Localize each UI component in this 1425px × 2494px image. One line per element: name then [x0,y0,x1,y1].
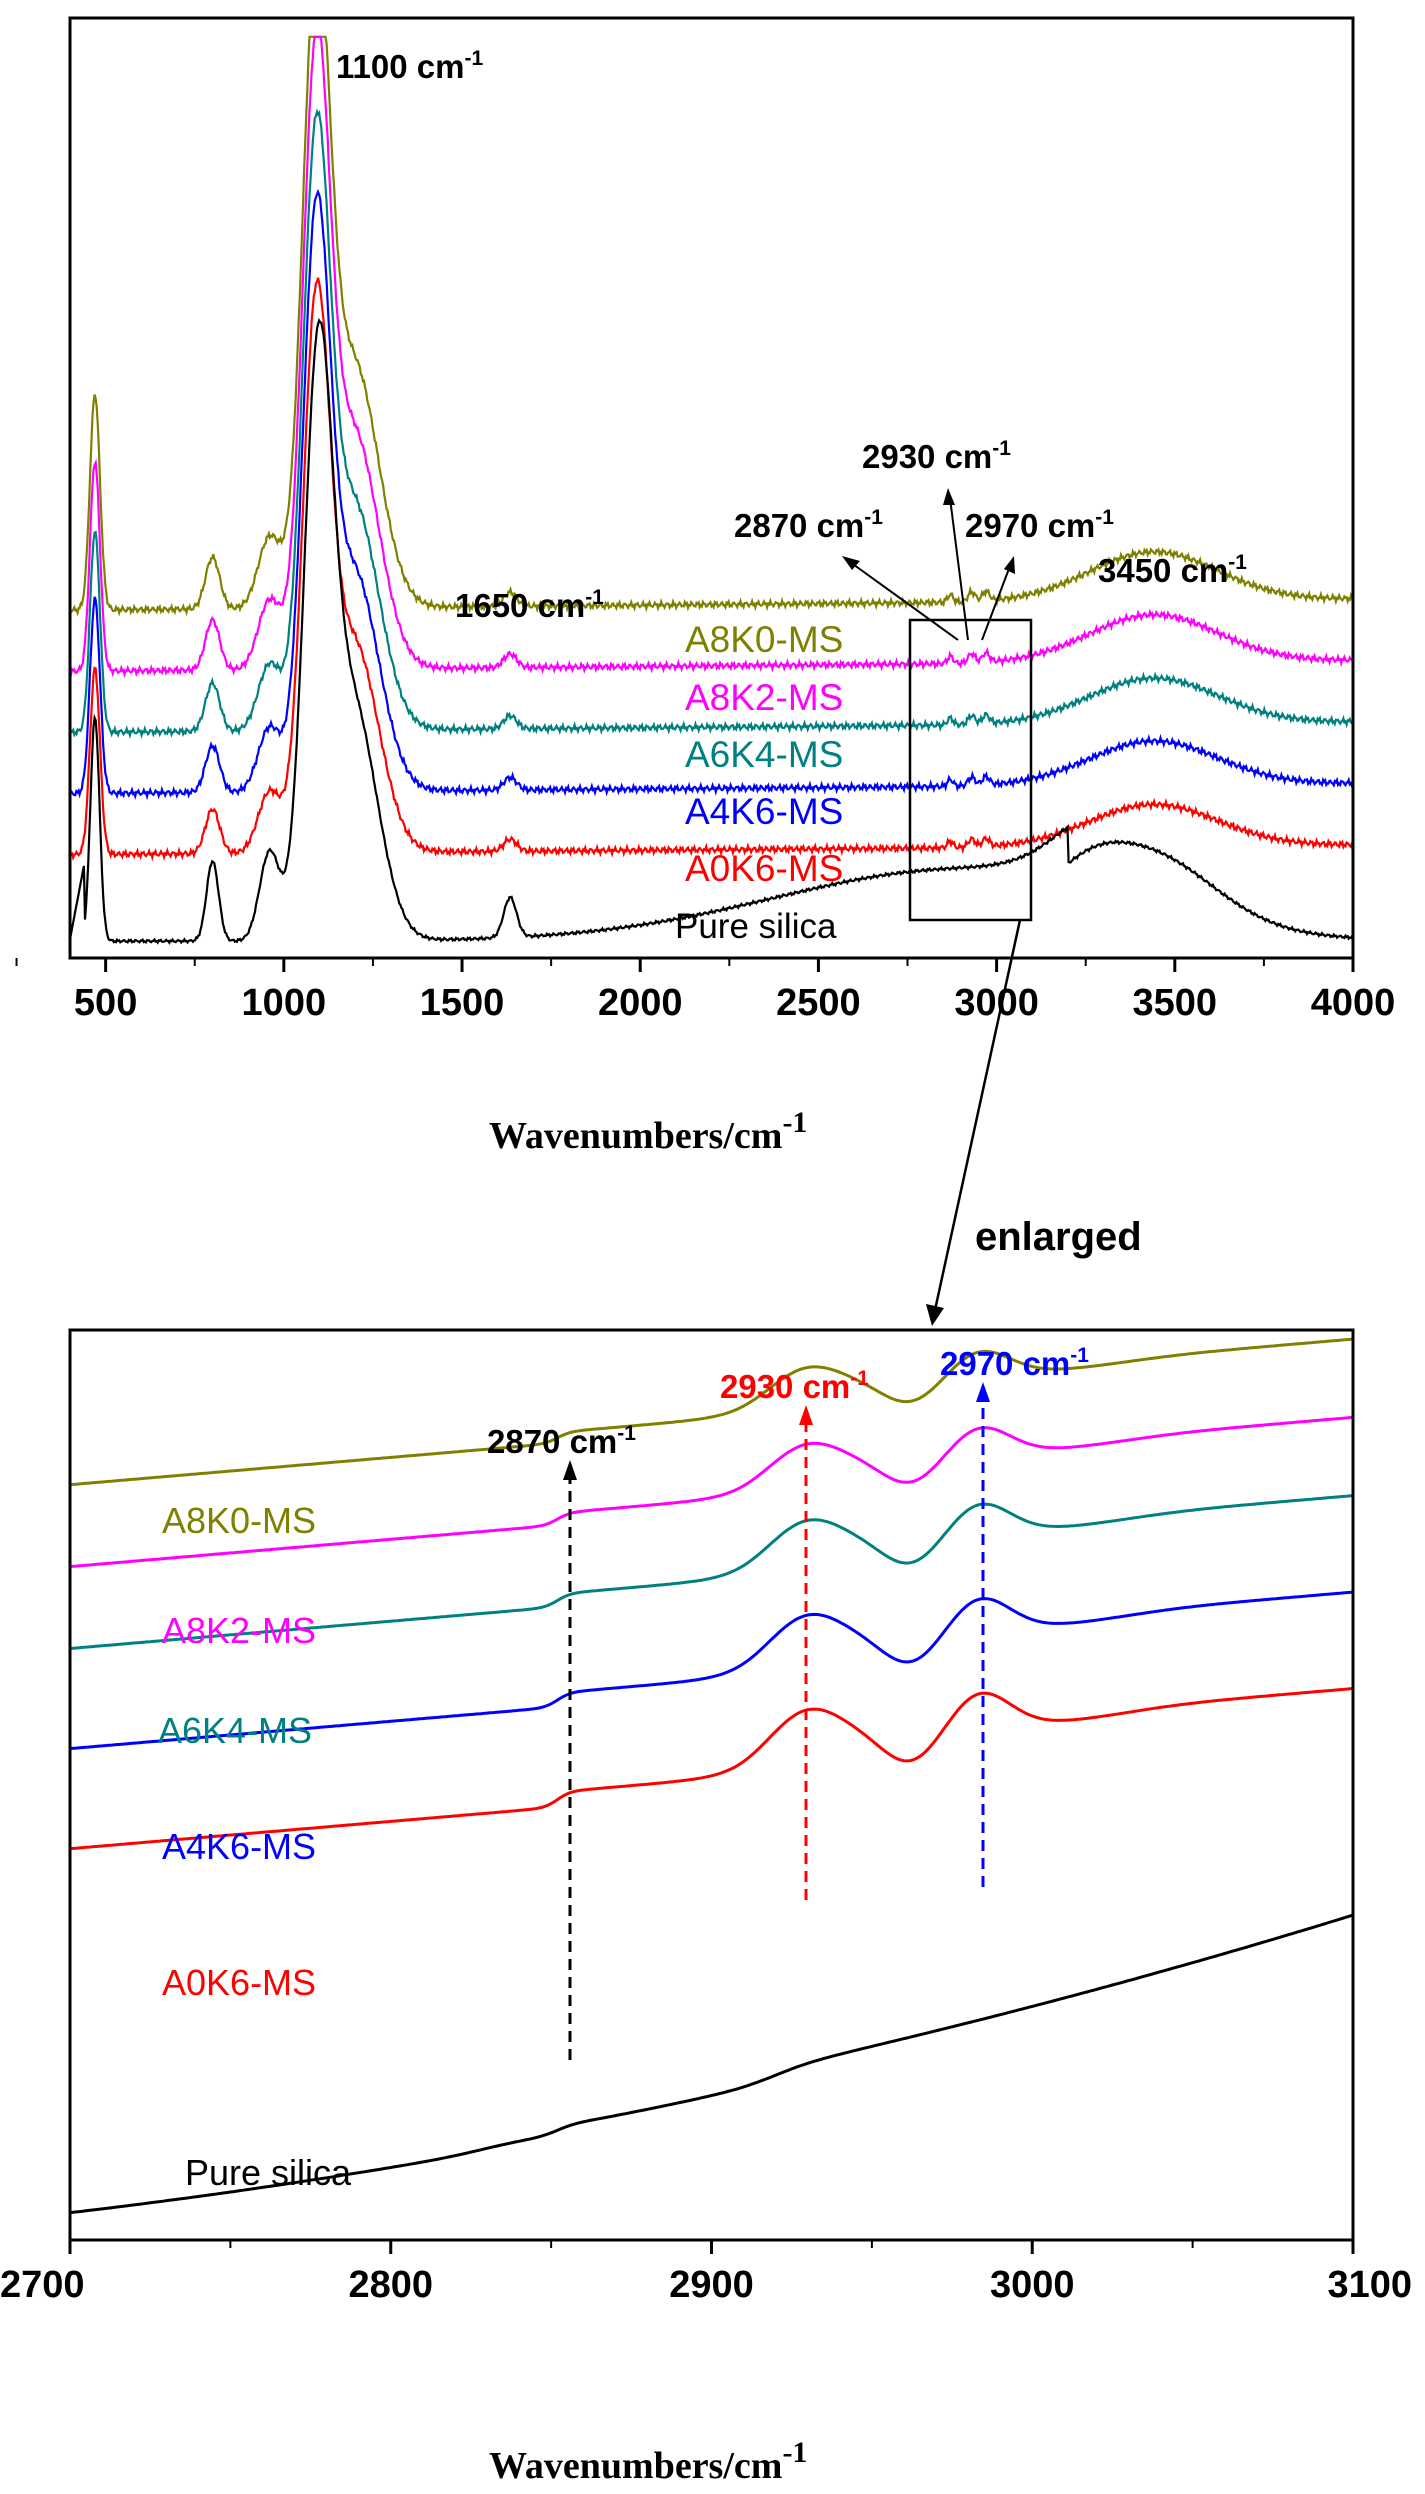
bottom-spectrum-panel: 2700 2800 2900 3000 3100 A8K0-MS A8K2-MS A6K4-… [0,1328,1412,2487]
enlarge-connector-head [926,1304,944,1326]
bottom-x-axis-title: Wavenumbers/cm-1 [489,2436,807,2487]
top-plot-frame [68,16,1355,960]
bottom-label-a6k4-ms: A6K4-MS [158,1710,312,1751]
bottom-label-a8k2-ms: A8K2-MS [162,1610,316,1651]
top-label-pure-silica: Pure silica [675,907,837,946]
top-series-pure-silica [68,317,1354,945]
bottom-series-labels: A8K0-MS A8K2-MS A6K4-MS A4K6-MS A0K6-MS Pure … [158,1500,352,2193]
peak-label-2970-enlarged: 2970 cm-1 [940,1344,1089,1382]
dashed-marker-2970-head [976,1382,990,1402]
top-series-a8k2-ms [69,35,1355,679]
peak-label-2970: 2970 cm-1 [965,506,1114,544]
top-series-a8k0-ms [69,35,1354,617]
bottom-series-pure-silica [69,1913,1354,2215]
arrow-2870 [849,561,959,641]
bottom-series-a6k4-ms [69,1494,1354,1650]
peak-label-1100: 1100 cm-1 [336,47,483,85]
peak-label-3450: 3450 cm-1 [1098,551,1247,589]
dashed-marker-2930-head [799,1405,813,1425]
bottom-series-a4k6-ms [69,1590,1354,1751]
top-label-a8k2-ms: A8K2-MS [685,677,843,718]
arrow-2930-head [943,488,955,505]
arrow-2870-head [842,556,860,570]
top-x-ticks: 500 1000 1500 2000 2500 3000 3500 4000 [15,958,1396,1024]
bottom-label-pure-silica: Pure silica [185,2152,352,2193]
top-curves [68,35,1355,945]
bottom-label-a8k0-ms: A8K0-MS [162,1500,316,1541]
bottom-tick-label: 3100 [1327,2264,1412,2306]
top-label-a6k4-ms: A6K4-MS [685,734,843,775]
bottom-label-a4k6-ms: A4K6-MS [162,1826,316,1867]
top-spectrum-panel: 500 1000 1500 2000 2500 3000 3500 4000 A8K0-MSA… [15,16,1396,1157]
peak-label-1650: 1650 cm-1 [455,586,604,624]
arrow-2970 [981,565,1011,641]
arrow-2930 [949,497,969,641]
top-tick-label: 1000 [242,982,327,1024]
top-label-a0k6-ms: A0K6-MS [685,848,843,889]
bottom-x-ticks: 2700 2800 2900 3000 3100 [0,2240,1412,2306]
peak-label-2930-enlarged: 2930 cm-1 [720,1367,869,1405]
arrow-2970-head [1004,556,1015,574]
bottom-tick-label: 2800 [348,2264,433,2306]
enlarged-label: enlarged [975,1215,1142,1259]
top-tick-label: 2500 [776,982,861,1024]
peak-label-2870-enlarged: 2870 cm-1 [487,1422,636,1460]
bottom-plot-frame [68,1328,1355,2242]
top-series-labels: A8K0-MS A8K2-MS A6K4-MS A4K6-MS A0K6-MS Pure … [675,619,843,946]
top-tick-label: 3500 [1133,982,1218,1024]
enlarge-connector-line [933,919,1022,1311]
top-tick-label: 500 [74,982,137,1024]
enlarge-region-box [908,618,1033,922]
bottom-label-a0k6-ms: A0K6-MS [162,1962,316,2003]
top-tick-label: 1500 [420,982,505,1024]
top-tick-label: 2000 [598,982,683,1024]
bottom-series-a8k0-ms [69,1337,1354,1487]
top-series-a4k6-ms [68,188,1355,801]
bottom-tick-label: 3000 [990,2264,1075,2306]
peak-label-2930: 2930 cm-1 [862,437,1011,475]
bottom-series-a0k6-ms [69,1687,1354,1851]
bottom-tick-label: 2900 [669,2264,754,2306]
bottom-tick-label: 2700 [0,2264,85,2306]
dashed-marker-2870-head [563,1460,577,1480]
top-label-a4k6-ms: A4K6-MS [685,791,843,832]
bottom-series-a8k2-ms [69,1415,1354,1569]
bottom-curves [69,1337,1354,2215]
top-x-axis-title: Wavenumbers/cm-1 [489,1106,807,1157]
top-series-a6k4-ms [68,108,1354,740]
top-tick-label: 4000 [1311,982,1396,1024]
peak-label-2870: 2870 cm-1 [734,506,883,544]
top-label-a8k0-ms: A8K0-MS [685,619,843,660]
top-series-a0k6-ms [68,277,1354,862]
top-tick-label: 3000 [954,982,1039,1024]
